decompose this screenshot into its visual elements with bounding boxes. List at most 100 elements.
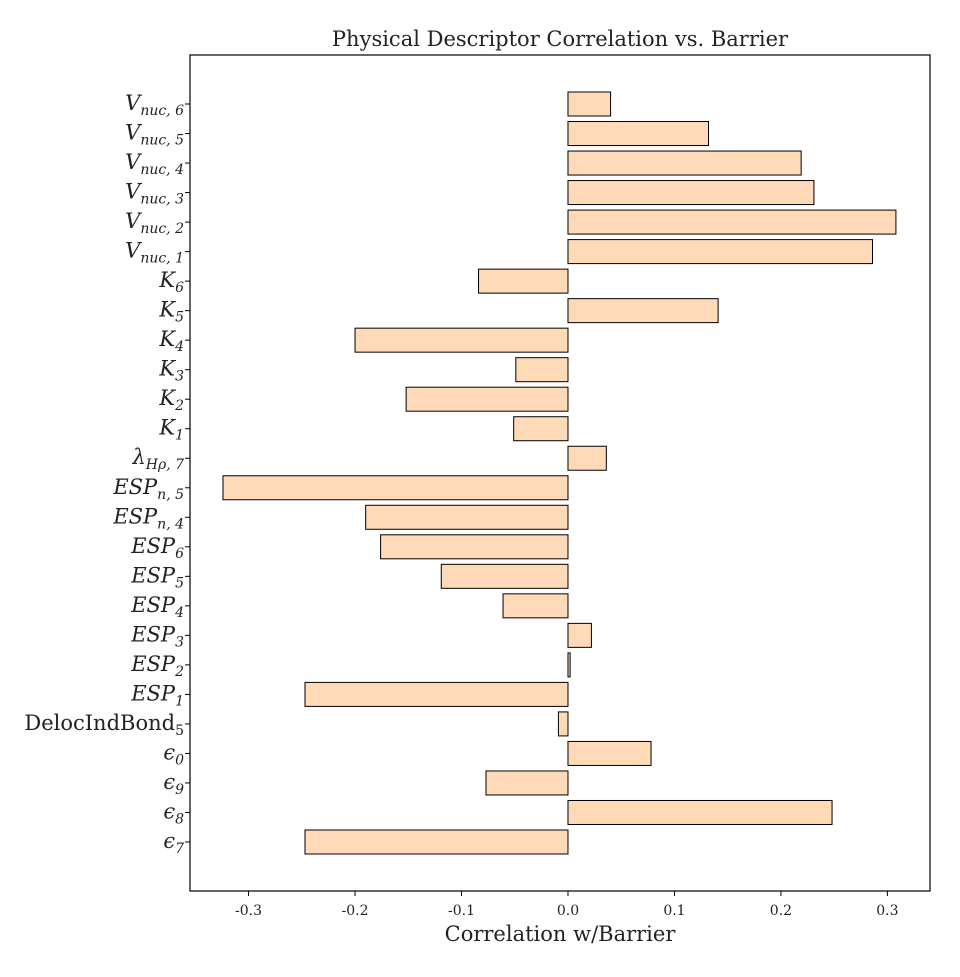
y-category-label-subscript: 1 [175, 693, 184, 709]
x-tick-label: 0.0 [557, 903, 579, 919]
bar [222, 475, 569, 501]
y-category-label-subscript: 9 [175, 782, 184, 798]
y-category-label-base: λ [131, 445, 145, 469]
y-category-label-base: V [125, 121, 142, 145]
bar [405, 386, 569, 412]
y-category-label-base: ESP [130, 593, 176, 617]
y-category-label: K4 [158, 327, 184, 355]
y-category-label-subscript: 3 [175, 634, 184, 650]
y-category-label: ESP3 [130, 622, 184, 650]
y-category-label: K5 [158, 298, 184, 326]
bar [567, 652, 571, 678]
y-category-label-base: K [158, 268, 176, 292]
y-category-label-base: ESP [112, 504, 158, 528]
y-category-label-subscript: 5 [175, 723, 184, 739]
y-category-label: Vnuc, 5 [125, 121, 184, 149]
y-category-label-base: K [158, 386, 176, 410]
bar [567, 91, 612, 117]
y-category-label: K3 [158, 357, 184, 385]
x-tick-label: -0.1 [448, 903, 475, 919]
x-tick-label: 0.1 [663, 903, 685, 919]
y-category-label-base: V [125, 180, 142, 204]
y-category-label-base: ϵ [163, 799, 175, 823]
y-axis-category-labels: ϵ7ϵ8ϵ9ϵ0DelocIndBond5ESP1ESP2ESP3ESP4ESP… [24, 91, 190, 857]
y-category-label-subscript: n, 4 [157, 516, 184, 532]
y-category-label: Vnuc, 2 [125, 209, 184, 237]
y-category-label-base: V [125, 209, 142, 233]
bar [513, 416, 569, 442]
bar [567, 121, 710, 147]
y-category-label-subscript: nuc, 1 [140, 251, 184, 267]
y-category-label-subscript: nuc, 6 [140, 103, 184, 119]
y-category-label-subscript: 5 [175, 575, 184, 591]
y-category-label-base: ϵ [163, 829, 175, 853]
y-category-label-base: V [125, 91, 142, 115]
y-category-label-base: V [125, 150, 142, 174]
bar [567, 150, 802, 176]
chart-title: Physical Descriptor Correlation vs. Barr… [332, 27, 789, 51]
y-category-label-subscript: 5 [175, 310, 184, 326]
y-category-label: ESP6 [130, 534, 184, 562]
bar [485, 770, 569, 796]
y-category-label-base: ESP [130, 622, 176, 646]
y-category-label-subscript: 4 [174, 339, 184, 355]
bar [304, 829, 569, 855]
y-category-label-base: DelocIndBond [24, 711, 175, 735]
y-category-label: λHρ, 7 [131, 445, 184, 473]
y-category-label: ESP2 [130, 652, 184, 680]
y-category-label-base: K [158, 298, 176, 322]
bar [304, 681, 569, 707]
bar [354, 327, 569, 353]
y-category-label-subscript: 8 [175, 811, 184, 827]
y-category-label: Vnuc, 4 [125, 150, 184, 178]
y-category-label: Vnuc, 1 [125, 239, 184, 267]
y-category-label-subscript: 3 [175, 369, 184, 385]
y-category-label-subscript: nuc, 3 [140, 192, 184, 208]
y-category-label-subscript: n, 5 [157, 487, 184, 503]
bar [380, 534, 569, 560]
y-category-label-base: ϵ [163, 770, 175, 794]
y-category-label-subscript: 0 [175, 752, 184, 768]
y-category-label: ESP1 [130, 681, 184, 709]
bar [567, 445, 607, 471]
y-category-label-subscript: 6 [175, 280, 184, 296]
y-category-label: Vnuc, 3 [125, 180, 184, 208]
x-axis-ticks: -0.3 -0.2 -0.1 0.0 0.1 0.2 0.3 [235, 891, 899, 919]
bar [478, 268, 569, 294]
x-axis-label: Correlation w/Barrier [445, 922, 677, 946]
y-category-label-base: ϵ [163, 740, 175, 764]
y-category-label: K6 [158, 268, 184, 296]
x-tick-label: -0.2 [342, 903, 369, 919]
y-category-label-base: V [125, 239, 142, 263]
bar [515, 357, 569, 383]
plot-frame [189, 54, 931, 892]
bar [502, 593, 569, 619]
y-category-label-base: ESP [130, 534, 176, 558]
bar [440, 563, 569, 589]
bar [567, 239, 874, 265]
y-category-label: ESPn, 4 [112, 504, 184, 532]
y-category-label: K2 [158, 386, 184, 414]
y-category-label-subscript: nuc, 4 [140, 162, 184, 178]
x-tick-label: 0.3 [876, 903, 898, 919]
y-category-label: Vnuc, 6 [125, 91, 184, 119]
y-category-label-base: K [158, 327, 176, 351]
y-category-label: ESPn, 5 [112, 475, 184, 503]
y-category-label-base: K [158, 416, 176, 440]
y-category-label: ϵ8 [163, 799, 184, 827]
x-tick-label: 0.2 [770, 903, 792, 919]
y-category-label-subscript: nuc, 5 [140, 133, 184, 149]
y-category-label-base: ESP [130, 681, 176, 705]
y-category-label-base: ESP [130, 652, 176, 676]
y-category-label-subscript: 2 [174, 664, 184, 680]
y-category-label-base: ESP [112, 475, 158, 499]
y-category-label-subscript: 4 [174, 605, 184, 621]
y-category-label: K1 [158, 416, 184, 444]
bar [567, 209, 897, 235]
y-category-label-subscript: 6 [175, 546, 184, 562]
y-category-label-base: ESP [130, 563, 176, 587]
y-category-label-subscript: 7 [175, 841, 184, 857]
y-category-label-subscript: Hρ, 7 [145, 457, 184, 473]
bar [567, 180, 815, 206]
